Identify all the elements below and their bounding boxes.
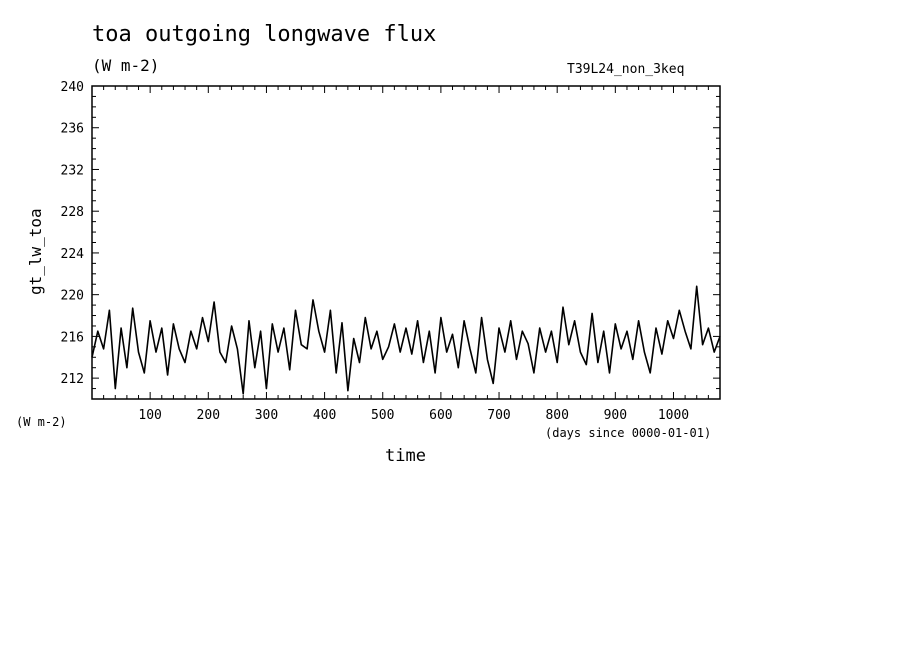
x-tick-label: 500 <box>371 408 394 423</box>
y-tick-label: 240 <box>61 80 84 95</box>
x-tick-label: 300 <box>255 408 278 423</box>
y-tick-label: 224 <box>61 247 85 262</box>
x-tick-label: 1000 <box>658 408 689 423</box>
axis-ticks <box>92 86 720 399</box>
x-tick-label: 800 <box>545 408 568 423</box>
x-tick-label: 700 <box>487 408 510 423</box>
y-tick-label: 232 <box>61 163 84 178</box>
run-label: T39L24_non_3keq <box>567 62 685 77</box>
x-tick-label: 600 <box>429 408 452 423</box>
x-tick-label: 900 <box>604 408 627 423</box>
y-tick-label: 228 <box>61 205 84 220</box>
y-tick-label: 220 <box>61 289 84 304</box>
y-axis-unit: (W m-2) <box>16 415 67 429</box>
series-line <box>91 285 721 395</box>
y-tick-label: 212 <box>61 372 84 387</box>
x-axis-unit: (days since 0000-01-01) <box>545 426 712 440</box>
chart-subtitle: (W m-2) <box>92 56 160 75</box>
y-tick-label: 216 <box>61 330 84 345</box>
chart-title: toa outgoing longwave flux <box>92 22 437 47</box>
tick-labels: 100 200 300 400 500 600 700 800 900 1000 212 216 220… <box>61 80 690 423</box>
x-tick-label: 400 <box>313 408 336 423</box>
x-axis-label: time <box>385 446 426 466</box>
x-tick-label: 100 <box>138 408 161 423</box>
x-tick-label: 200 <box>197 408 220 423</box>
y-tick-label: 236 <box>61 122 84 137</box>
